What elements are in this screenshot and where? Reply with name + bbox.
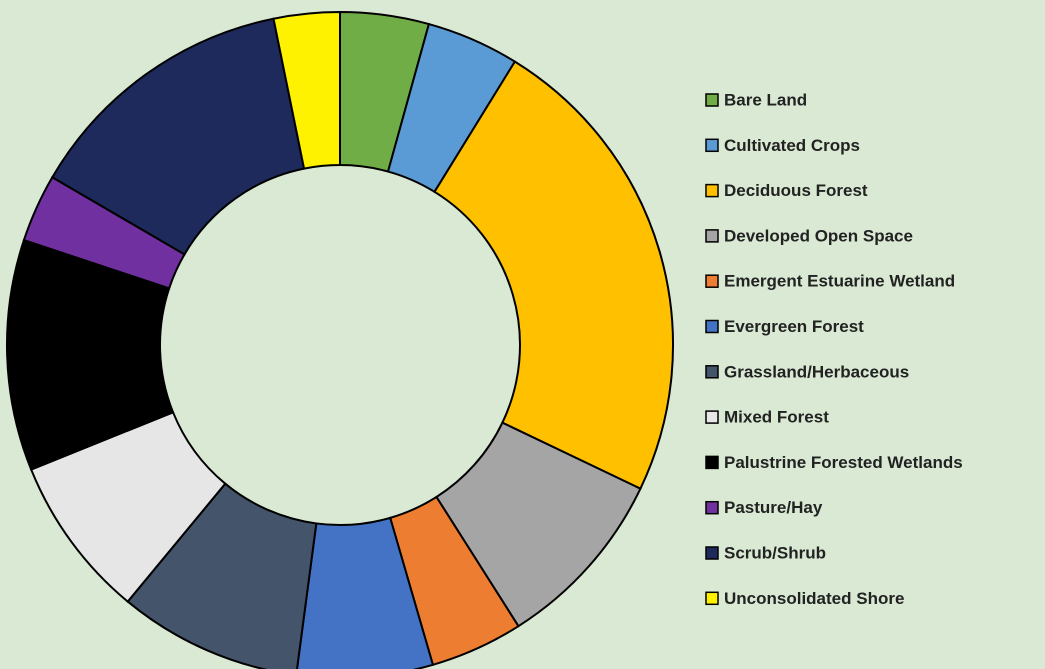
legend-label: Mixed Forest: [724, 408, 829, 427]
legend-swatch: [705, 183, 719, 198]
legend-swatch: [705, 274, 719, 288]
donut-slice: [295, 516, 435, 669]
legend-label: Cultivated Crops: [724, 136, 860, 155]
legend-swatch: [705, 410, 719, 424]
legend-label: Grassland/Herbaceous: [724, 362, 909, 381]
legend-label: Evergreen Forest: [724, 317, 864, 336]
legend-label: Deciduous Forest: [724, 181, 868, 200]
legend-label: Unconsolidated Shore: [724, 589, 904, 608]
donut-slice: [433, 60, 674, 491]
legend-label: Pasture/Hay: [724, 498, 823, 517]
legend-label: Bare Land: [724, 90, 807, 109]
legend-label: Developed Open Space: [724, 226, 913, 245]
legend-label: Palustrine Forested Wetlands: [724, 453, 963, 472]
legend-label: Scrub/Shrub: [724, 543, 826, 562]
donut-slice: [50, 17, 306, 256]
legend-swatch: [705, 93, 719, 107]
legend-swatch: [705, 365, 719, 379]
legend-swatch: [705, 138, 719, 153]
legend-swatch: [705, 546, 719, 560]
donut-slice: [272, 10, 341, 170]
legend-swatch: [705, 229, 719, 243]
legend-swatch: [705, 500, 719, 515]
legend-label: Emergent Estuarine Wetland: [724, 272, 955, 291]
legend-swatch: [705, 455, 719, 470]
legend-swatch: [705, 319, 719, 334]
legend-swatch: [705, 591, 719, 606]
